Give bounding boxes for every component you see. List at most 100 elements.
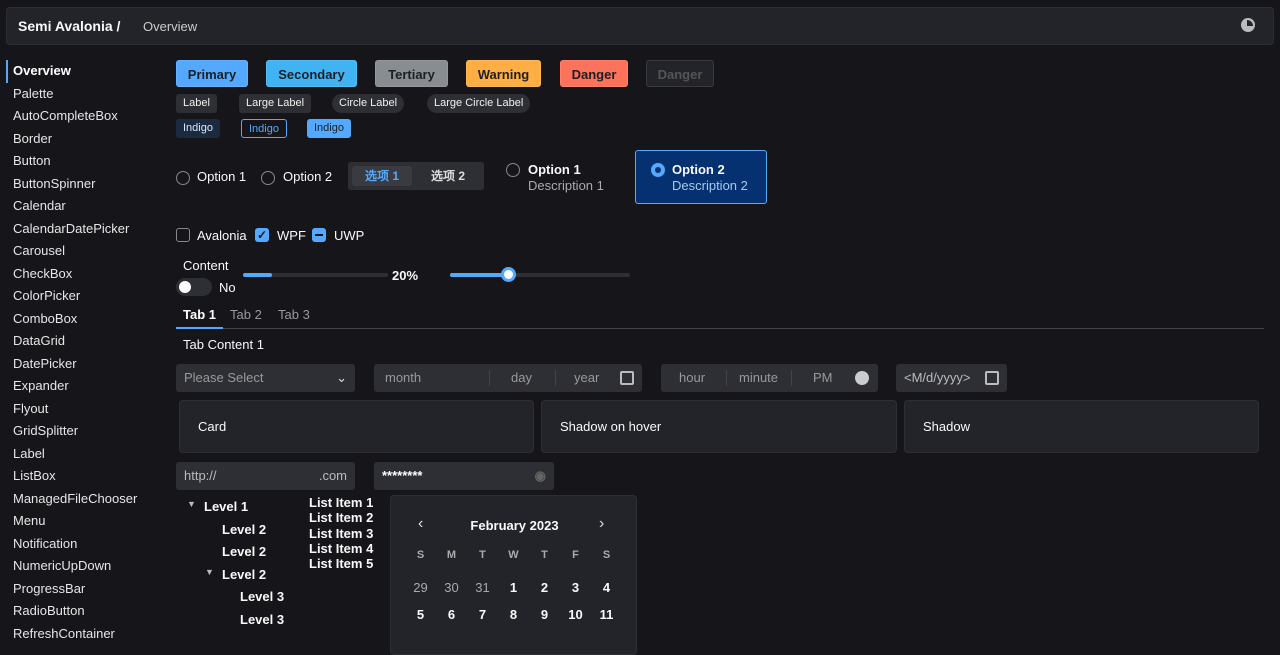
calendar-day[interactable]: 8 [509,607,518,622]
date-picker[interactable]: month day year [374,364,642,392]
chevron-left-icon[interactable]: ‹ [418,515,424,532]
tree-item[interactable]: Level 3 [240,589,285,604]
tree-item[interactable]: Level 2 [222,544,267,559]
sidebar-item-carousel[interactable]: Carousel [13,243,66,258]
sidebar-item-calendar[interactable]: Calendar [13,198,66,213]
combo-box[interactable]: Please Select ⌄ [176,364,355,392]
calendar-day[interactable]: 30 [444,580,459,595]
password-input[interactable]: ******** ◉ [374,462,554,490]
calendar-day[interactable]: 9 [540,607,549,622]
tree-item[interactable]: Level 3 [240,612,285,627]
calendar-day[interactable]: 6 [447,607,456,622]
sidebar: Overview Palette AutoCompleteBox Border Butt… [6,60,166,645]
url-input[interactable]: http:// .com [176,462,355,490]
weekday-header: F [572,549,579,561]
tab-2[interactable]: Tab 2 [230,307,262,322]
url-prefix: http:// [184,468,217,483]
calendar-day[interactable]: 2 [540,580,549,595]
checkbox-uwp[interactable] [312,228,326,242]
warning-button[interactable]: Warning [466,60,541,87]
calendar-date-picker[interactable]: <M/d/yyyy> [896,364,1007,392]
sidebar-item-flyout[interactable]: Flyout [13,400,49,416]
list-item[interactable]: List Item 1 [309,495,374,510]
breadcrumb: Overview [143,19,198,34]
weekday-header: T [479,549,486,561]
sidebar-item-datepicker[interactable]: DatePicker [13,355,77,371]
sidebar-item-overview[interactable]: Overview [6,60,166,83]
tree-item[interactable]: Level 2 [222,522,267,537]
calendar-day[interactable]: 7 [478,607,487,622]
sidebar-item-managedfilechooser[interactable]: ManagedFileChooser [13,490,138,506]
list-item[interactable]: List Item 2 [309,510,374,526]
time-picker[interactable]: hour minute PM [661,364,878,392]
calendar-day[interactable]: 3 [571,580,580,595]
calendar-day[interactable]: 31 [475,580,490,595]
sidebar-item-checkbox[interactable]: CheckBox [13,265,73,281]
calendar-day[interactable]: 29 [413,580,428,595]
sidebar-item-autocompletebox[interactable]: AutoCompleteBox [13,108,118,123]
chevron-right-icon[interactable]: › [599,515,605,532]
eye-icon[interactable]: ◉ [534,468,546,483]
tertiary-button[interactable]: Tertiary [375,60,448,87]
sidebar-item-progressbar[interactable]: ProgressBar [13,580,86,596]
segment-2[interactable]: 选项 2 [430,169,465,183]
calendar-day[interactable]: 11 [599,607,614,622]
title-bar: Semi Avalonia / Overview [6,7,1274,45]
segment-1[interactable]: 选项 1 [352,166,412,186]
radio-card-2[interactable]: Option 2 Description 2 [635,150,767,204]
sidebar-item-numericupdown[interactable]: NumericUpDown [13,558,112,573]
checkbox-label: Avalonia [197,228,247,243]
sidebar-item-buttonspinner[interactable]: ButtonSpinner [13,175,96,191]
checkbox-avalonia[interactable] [176,228,190,242]
sidebar-item-gridsplitter[interactable]: GridSplitter [13,423,79,438]
toggle-switch[interactable] [176,278,212,296]
sidebar-item-colorpicker[interactable]: ColorPicker [13,288,81,303]
tab-3[interactable]: Tab 3 [278,307,310,322]
sidebar-item-notification[interactable]: Notification [13,535,78,551]
date-placeholder: <M/d/yyyy> [904,370,971,385]
caret-down-icon[interactable]: ▼ [187,499,196,509]
moon-icon[interactable] [1241,18,1255,32]
radio-option-2[interactable] [261,171,275,185]
calendar-day[interactable]: 4 [602,580,611,595]
list-item[interactable]: List Item 3 [309,525,374,541]
tab-1[interactable]: Tab 1 [176,305,223,329]
radio-card-1[interactable]: Option 1 Description 1 [505,162,625,202]
slider[interactable] [450,267,630,282]
radio-option-1[interactable] [176,171,190,185]
calendar-day[interactable]: 1 [509,580,518,595]
month-field: month [385,370,422,385]
weekday-header: W [508,549,519,561]
sidebar-item-label[interactable]: Label [13,445,45,461]
primary-button[interactable]: Primary [176,60,248,87]
calendar-day[interactable]: 5 [416,607,425,622]
password-value: ******** [382,468,423,483]
calendar-day[interactable]: 10 [568,607,583,622]
slider-thumb[interactable] [500,267,516,282]
sidebar-item-calendardatepicker[interactable]: CalendarDatePicker [13,220,130,236]
label-tag: Circle Label [332,94,405,113]
list-item[interactable]: List Item 5 [309,556,374,572]
calendar-title[interactable]: February 2023 [470,518,559,533]
secondary-button[interactable]: Secondary [266,60,357,87]
checkbox-label: WPF [277,228,306,243]
url-suffix: .com [318,468,347,483]
danger-button[interactable]: Danger [646,60,714,87]
list-item[interactable]: List Item 4 [309,540,374,556]
sidebar-item-radiobutton[interactable]: RadioButton [13,603,85,618]
sidebar-item-listbox[interactable]: ListBox [13,468,56,483]
danger-button[interactable]: Danger [560,60,628,87]
sidebar-item-menu[interactable]: Menu [13,513,46,528]
caret-down-icon[interactable]: ▼ [205,567,214,577]
sidebar-item-datagrid[interactable]: DataGrid [13,333,66,348]
sidebar-item-border[interactable]: Border [13,130,53,146]
sidebar-item-expander[interactable]: Expander [13,378,69,393]
sidebar-item-button[interactable]: Button [13,153,51,168]
tree-item[interactable]: Level 1 [204,499,249,514]
sidebar-item-combobox[interactable]: ComboBox [13,310,78,326]
checkbox-wpf[interactable]: ✓ [255,228,269,242]
tree-item[interactable]: Level 2 [222,567,267,582]
sidebar-item-refreshcontainer[interactable]: RefreshContainer [13,625,115,641]
sidebar-item-palette[interactable]: Palette [13,85,54,101]
app-title: Semi Avalonia / [18,18,121,34]
